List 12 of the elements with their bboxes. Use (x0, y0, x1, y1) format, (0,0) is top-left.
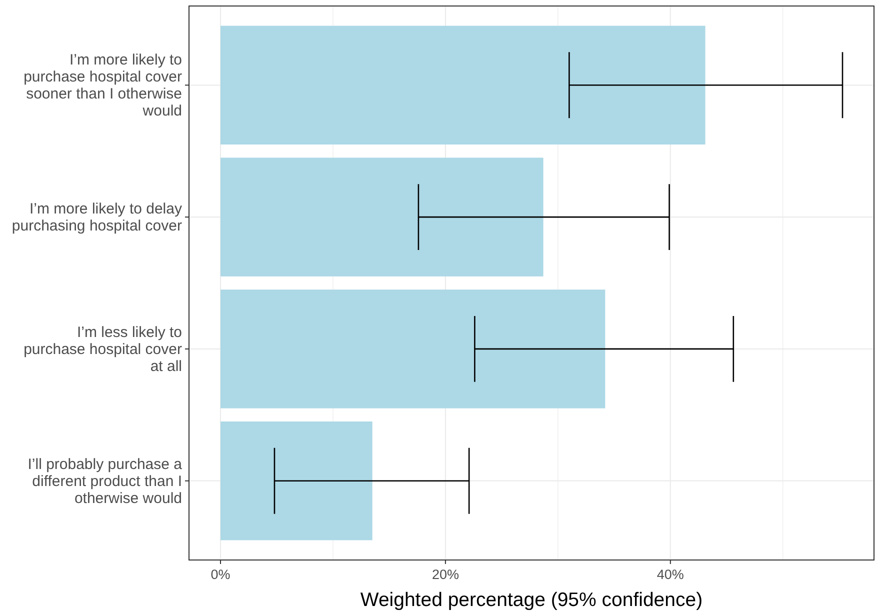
bar (220, 422, 372, 540)
bar (220, 290, 606, 408)
y-tick-label: I’m more likely to purchase hospital cover sooner than I otherwise would (24, 52, 182, 120)
y-tick-label: I’m less likely to purchase hospital cover at all (24, 324, 182, 375)
bar (220, 26, 706, 144)
x-tick-label: 20% (432, 567, 459, 582)
x-tick-label: 40% (656, 567, 684, 582)
x-tick-label: 0% (210, 567, 230, 582)
x-axis-title: Weighted percentage (95% confidence) (360, 589, 703, 611)
bar (220, 158, 544, 276)
y-tick-label: I’ll probably purchase a different product than I otherwise would (28, 456, 183, 507)
y-tick-label: I’m more likely to delay purchasing hospital cover (12, 200, 182, 235)
